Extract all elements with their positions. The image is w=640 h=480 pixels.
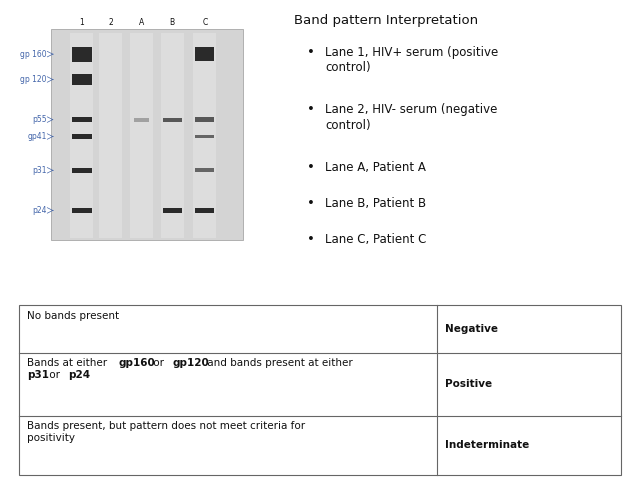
Text: p55: p55 (32, 115, 47, 124)
Text: Lane A, Patient A: Lane A, Patient A (325, 161, 426, 174)
Text: and bands present at either: and bands present at either (204, 358, 353, 368)
Bar (163, 208, 182, 213)
Bar (72, 117, 92, 122)
Text: Negative: Negative (445, 324, 498, 334)
Text: Indeterminate: Indeterminate (445, 440, 529, 450)
Bar (195, 47, 214, 61)
Bar (195, 117, 214, 122)
Text: Lane 2, HIV- serum (negative
control): Lane 2, HIV- serum (negative control) (325, 103, 497, 132)
Bar (161, 33, 184, 238)
Text: or: or (45, 370, 63, 380)
Text: •: • (307, 161, 315, 174)
Text: positivity: positivity (27, 433, 75, 443)
Bar (195, 134, 214, 138)
Bar (99, 33, 122, 238)
Text: p31: p31 (32, 166, 47, 175)
Text: Positive: Positive (445, 379, 492, 389)
Text: Lane B, Patient B: Lane B, Patient B (325, 197, 426, 210)
Bar (72, 47, 92, 61)
Text: Bands present, but pattern does not meet criteria for: Bands present, but pattern does not meet… (27, 421, 305, 432)
Text: gp 120: gp 120 (20, 75, 47, 84)
Text: 1: 1 (79, 18, 84, 27)
Text: Bands at either: Bands at either (27, 358, 110, 368)
Bar (72, 208, 92, 213)
Text: No bands present: No bands present (27, 311, 119, 321)
Bar (130, 33, 153, 238)
Text: p31: p31 (27, 370, 49, 380)
Text: B: B (170, 18, 175, 27)
Text: gp160: gp160 (118, 358, 156, 368)
Text: •: • (307, 103, 315, 116)
Bar (72, 74, 92, 85)
Text: •: • (307, 197, 315, 210)
Text: A: A (139, 18, 144, 27)
Bar (163, 118, 182, 122)
Text: gp120: gp120 (173, 358, 209, 368)
Bar (195, 208, 214, 213)
Text: Band pattern Interpretation: Band pattern Interpretation (294, 14, 479, 27)
Bar (70, 33, 93, 238)
Bar (134, 118, 149, 121)
Text: p24: p24 (68, 370, 91, 380)
Bar (195, 168, 214, 172)
Bar (51, 29, 243, 240)
Bar (193, 33, 216, 238)
Bar (72, 168, 92, 173)
Text: •: • (307, 46, 315, 59)
Text: Lane C, Patient C: Lane C, Patient C (325, 233, 426, 246)
Text: or: or (150, 358, 167, 368)
Text: •: • (307, 233, 315, 246)
Text: p24: p24 (32, 206, 47, 215)
Text: gp41: gp41 (28, 132, 47, 141)
Text: 2: 2 (108, 18, 113, 27)
Text: gp 160: gp 160 (20, 49, 47, 59)
Text: C: C (202, 18, 207, 27)
Text: Lane 1, HIV+ serum (positive
control): Lane 1, HIV+ serum (positive control) (325, 46, 499, 74)
Bar (72, 134, 92, 139)
Bar (19, 305, 621, 475)
